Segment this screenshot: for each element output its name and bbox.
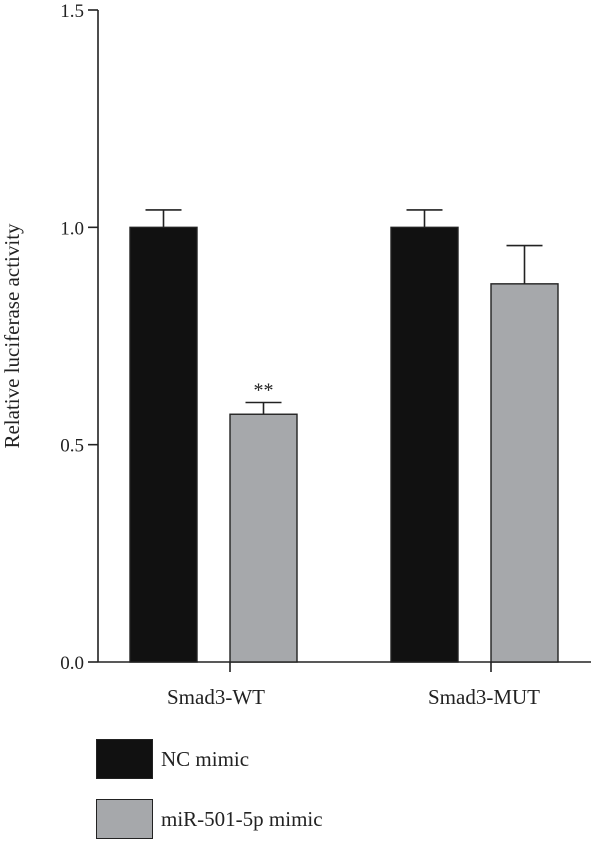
bar xyxy=(229,413,298,663)
category-label: Smad3-WT xyxy=(167,685,265,709)
legend-item-nc-mimic: NC mimic xyxy=(96,738,323,780)
y-axis-title: Relative luciferase activity xyxy=(0,223,24,449)
legend: NC mimic miR-501-5p mimic xyxy=(96,738,323,858)
legend-swatch-nc-mimic xyxy=(96,739,153,779)
bar xyxy=(490,283,559,663)
bar xyxy=(390,226,459,663)
y-tick-label: 1.0 xyxy=(60,218,84,239)
legend-item-mir-501-5p-mimic: miR-501-5p mimic xyxy=(96,798,323,840)
significance-label: ** xyxy=(254,380,274,402)
legend-label-nc-mimic: NC mimic xyxy=(161,746,250,771)
bars: ** xyxy=(129,209,559,663)
legend-swatch-mir-501-5p-mimic xyxy=(96,799,153,839)
y-tick-label: 0.0 xyxy=(60,653,84,674)
bar xyxy=(129,226,198,663)
y-tick-label: 1.5 xyxy=(60,1,84,22)
category-label: Smad3-MUT xyxy=(428,685,540,709)
legend-label-mir-501-5p-mimic: miR-501-5p mimic xyxy=(161,806,323,831)
bar-chart: 0.0 0.5 1.0 1.5 Smad3-WT Smad3-MUT ** Relativ… xyxy=(0,1,591,709)
y-tick-label: 0.5 xyxy=(60,436,84,457)
